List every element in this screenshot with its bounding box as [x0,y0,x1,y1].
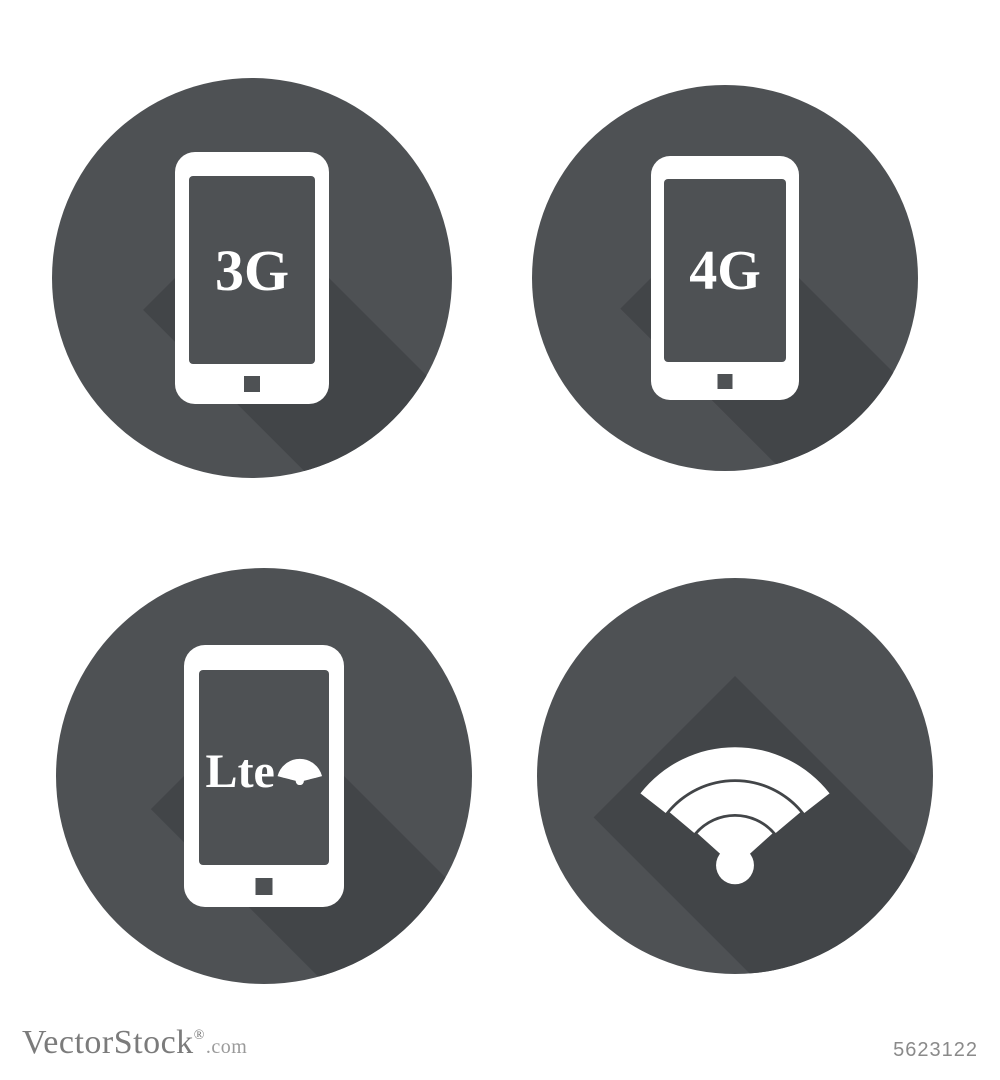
icon-lte-circle: Lte [56,568,472,984]
phone-screen: 3G [189,176,315,364]
phone-home-button [256,878,273,895]
lte-content: Lte [206,739,323,795]
watermark-id: 5623122 [893,1039,978,1062]
icon-3g-label: 3G [215,237,289,304]
phone-screen: Lte [199,670,329,865]
phone-home-button [244,376,260,392]
wifi-icon [615,656,855,901]
icon-4g-label: 4G [689,239,761,303]
wifi-small-icon [277,739,323,790]
lte-label: Lte [206,748,275,796]
icon-wifi-circle [537,578,933,974]
phone-screen: 4G [664,179,786,362]
watermark-brand-suffix: .com [206,1036,247,1058]
icon-4g-circle: 4G [532,85,918,471]
watermark-brand-name: VectorStock [22,1024,194,1061]
phone-home-button [718,374,733,389]
phone-3g-icon: 3G [175,152,329,404]
icon-set-canvas: 3G 4G Lte [0,0,1000,1080]
watermark-brand: VectorStock®.com [22,1024,247,1062]
registered-mark: ® [194,1028,205,1043]
icon-3g-circle: 3G [52,78,452,478]
phone-4g-icon: 4G [651,156,799,400]
phone-lte-icon: Lte [184,645,344,907]
